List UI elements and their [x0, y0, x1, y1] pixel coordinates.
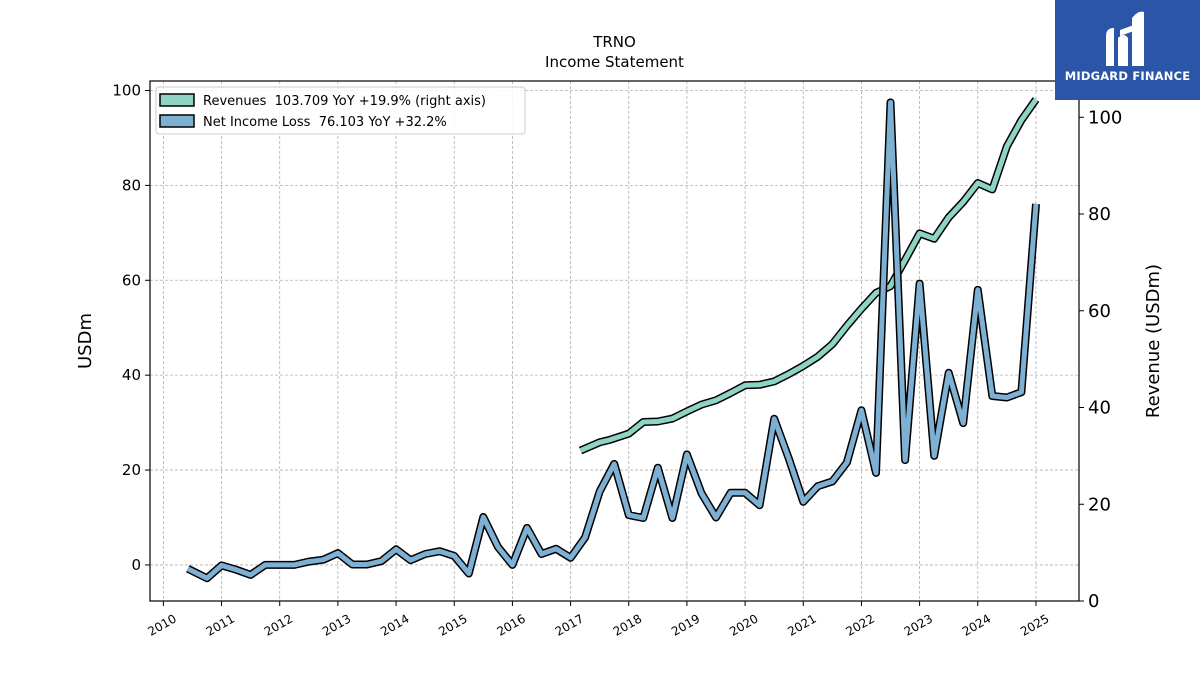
x-tick-label: 2025 — [1018, 611, 1051, 638]
y-axis-right-label: Revenue (USDm) — [1143, 264, 1164, 418]
x-tick-label: 2015 — [436, 611, 469, 638]
x-tick-label: 2016 — [494, 611, 527, 638]
y-right-tick-label: 80 — [1088, 204, 1111, 225]
y-right-tick-label: 100 — [1088, 107, 1122, 128]
y-left-tick-label: 100 — [112, 81, 141, 99]
legend-swatch-revenues — [159, 93, 195, 107]
x-tick-label: 2019 — [669, 611, 702, 638]
plot-frame — [149, 80, 1080, 602]
x-tick-label: 2013 — [320, 611, 353, 638]
y-right-tick-label: 60 — [1088, 301, 1111, 322]
x-tick-label: 2023 — [902, 611, 935, 638]
legend-swatch-net-income — [159, 114, 195, 128]
y-left-tick-label: 20 — [122, 461, 141, 479]
chart-title: TRNO — [592, 33, 636, 51]
y-left-tick-label: 80 — [122, 176, 141, 194]
logo-icon — [1106, 11, 1144, 67]
x-tick-label: 2014 — [378, 611, 411, 638]
y-left-tick-label: 0 — [131, 556, 141, 574]
y-axis-left-label: USDm — [75, 313, 96, 369]
x-tick-label: 2017 — [553, 611, 586, 638]
y-right-tick-label: 0 — [1088, 591, 1099, 612]
x-tick-label: 2021 — [785, 611, 818, 638]
chart-subtitle: Income Statement — [545, 53, 684, 71]
legend: Revenues 103.709 YoY +19.9% (right axis)… — [155, 86, 526, 135]
legend-label-revenues: Revenues 103.709 YoY +19.9% (right axis) — [203, 94, 486, 109]
brand-logo: MIDGARD FINANCE — [1055, 0, 1200, 100]
x-tick-label: 2018 — [611, 611, 644, 638]
y-right-tick-label: 20 — [1088, 494, 1111, 515]
x-tick-label: 2010 — [145, 611, 178, 638]
x-tick-label: 2022 — [843, 611, 876, 638]
y-right-tick-label: 40 — [1088, 398, 1111, 419]
legend-label-net-income: Net Income Loss 76.103 YoY +32.2% — [203, 115, 447, 130]
series-line-revenues — [579, 97, 1039, 453]
x-tick-label: 2020 — [727, 611, 760, 638]
x-tick-label: 2012 — [262, 611, 295, 638]
plot-lines — [186, 97, 1040, 583]
y-left-tick-label: 40 — [122, 366, 141, 384]
grid — [150, 81, 1079, 601]
logo-text: MIDGARD FINANCE — [1064, 69, 1191, 83]
x-tick-label: 2011 — [204, 611, 237, 638]
y-left-tick-label: 60 — [122, 271, 141, 289]
series-line-net-income — [186, 99, 1039, 581]
series-outline-net-income — [186, 98, 1040, 583]
x-tick-label: 2024 — [960, 611, 993, 638]
